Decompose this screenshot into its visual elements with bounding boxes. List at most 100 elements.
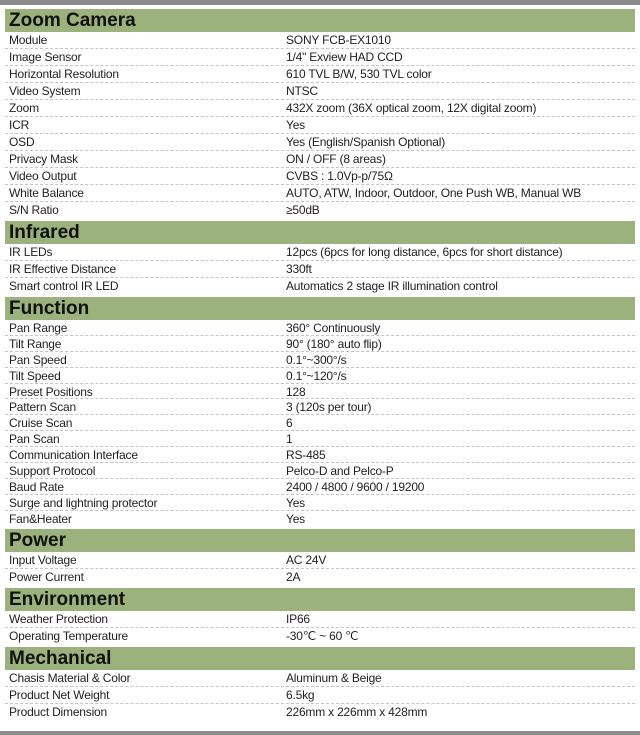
bottom-border — [0, 731, 640, 735]
spec-label: Communication Interface — [9, 448, 138, 463]
spec-value: 360° Continuously — [286, 321, 381, 335]
spec-row: Tilt Range 90° (180° auto flip) — [5, 336, 635, 352]
spec-value: ≥50dB — [286, 203, 320, 217]
spec-row: Horizontal Resolution 610 TVL B/W, 530 TV… — [5, 66, 635, 83]
spec-row: Product Dimension 226mm x 226mm x 428mm — [5, 704, 635, 721]
spec-value: 432X zoom (36X optical zoom, 12X digital… — [286, 101, 537, 115]
spec-row: Tilt Speed 0.1°~120°/s — [5, 368, 635, 384]
spec-label: Privacy Mask — [9, 152, 78, 166]
spec-row: ICR Yes — [5, 117, 635, 134]
spec-value: 12pcs (6pcs for long distance, 6pcs for … — [286, 245, 563, 259]
spec-value: 610 TVL B/W, 530 TVL color — [286, 67, 432, 81]
spec-value: ON / OFF (8 areas) — [286, 152, 386, 166]
spec-value: 128 — [286, 384, 306, 399]
spec-label: Product Net Weight — [9, 687, 110, 702]
section-mechanical: Mechanical Chasis Material & Color Aluminu… — [5, 646, 635, 721]
spec-value: SONY FCB-EX1010 — [286, 33, 391, 47]
section-header: Infrared — [5, 221, 635, 244]
top-border — [0, 0, 640, 5]
section-environment: Environment Weather Protection IP66 Operati… — [5, 587, 635, 645]
spec-row: IR Effective Distance 330ft — [5, 261, 635, 278]
spec-row: Video System NTSC — [5, 83, 635, 100]
spec-value: Yes — [286, 495, 305, 510]
section-power: Power Input Voltage AC 24V Power Current 2A — [5, 528, 635, 586]
spec-row: Preset Positions 128 — [5, 384, 635, 400]
spec-value: 2400 / 4800 / 9600 / 19200 — [286, 479, 425, 494]
spec-label: Weather Protection — [9, 611, 108, 626]
spec-value: Automatics 2 stage IR illumination contr… — [286, 279, 498, 293]
spec-value: RS-485 — [286, 448, 326, 463]
spec-row: Pan Scan 1 — [5, 431, 635, 448]
spec-row: Weather Protection IP66 — [5, 611, 635, 628]
spec-row: Privacy Mask ON / OFF (8 areas) — [5, 151, 635, 168]
spec-label: Pan Speed — [9, 352, 67, 367]
spec-value: 2A — [286, 569, 301, 584]
spec-label: Module — [9, 33, 48, 47]
spec-row: Product Net Weight 6.5kg — [5, 687, 635, 704]
spec-row: Pattern Scan 3 (120s per tour) — [5, 399, 635, 416]
section-header: Zoom Camera — [5, 9, 635, 32]
spec-row: Pan Range 360° Continuously — [5, 320, 635, 336]
spec-row: S/N Ratio ≥50dB — [5, 202, 635, 219]
spec-row: Baud Rate 2400 / 4800 / 9600 / 19200 — [5, 479, 635, 495]
section-header: Mechanical — [5, 646, 635, 670]
spec-row: Fan&Heater Yes — [5, 511, 635, 527]
spec-value: 3 (120s per tour) — [286, 400, 372, 415]
spec-value: Yes (English/Spanish Optional) — [286, 135, 445, 149]
spec-label: IR Effective Distance — [9, 262, 116, 276]
spec-label: Tilt Range — [9, 336, 62, 351]
spec-value: IP66 — [286, 611, 310, 626]
spec-label: Image Sensor — [9, 50, 82, 64]
spec-value: CVBS : 1.0Vp-p/75Ω — [286, 169, 393, 183]
spec-label: Tilt Speed — [9, 368, 61, 383]
spec-value: Yes — [286, 118, 305, 132]
spec-value: AUTO, ATW, Indoor, Outdoor, One Push WB,… — [286, 186, 582, 200]
spec-label: Input Voltage — [9, 552, 77, 567]
spec-row: Video Output CVBS : 1.0Vp-p/75Ω — [5, 168, 635, 185]
spec-label: Smart control IR LED — [9, 279, 119, 293]
spec-row: Operating Temperature -30℃ ~ 60 ℃ — [5, 628, 635, 645]
spec-row: Surge and lightning protector Yes — [5, 495, 635, 511]
spec-label: Surge and lightning protector — [9, 495, 158, 510]
spec-value: AC 24V — [286, 552, 327, 567]
section-function: Function Pan Range 360° Continuously Tilt R… — [5, 297, 635, 527]
spec-value: 330ft — [286, 262, 312, 276]
spec-row: IR LEDs 12pcs (6pcs for long distance, 6p… — [5, 244, 635, 261]
spec-label: Horizontal Resolution — [9, 67, 119, 81]
section-header: Power — [5, 528, 635, 552]
spec-label: Baud Rate — [9, 479, 64, 494]
spec-value: 0.1°~120°/s — [286, 368, 347, 383]
spec-value: NTSC — [286, 84, 318, 98]
spec-label: Power Current — [9, 569, 84, 584]
spec-label: Pan Range — [9, 321, 68, 335]
spec-label: Cruise Scan — [9, 416, 73, 431]
spec-label: Video Output — [9, 169, 77, 183]
spec-row: Cruise Scan 6 — [5, 415, 635, 432]
spec-row: White Balance AUTO, ATW, Indoor, Outdoor,… — [5, 185, 635, 202]
spec-value: -30℃ ~ 60 ℃ — [286, 628, 359, 643]
spec-label: Video System — [9, 84, 81, 98]
spec-row: Chasis Material & Color Aluminum & Beige — [5, 670, 635, 687]
section-header: Function — [5, 297, 635, 320]
spec-value: 0.1°~300°/s — [286, 352, 347, 367]
spec-row: OSD Yes (English/Spanish Optional) — [5, 134, 635, 151]
spec-value: Yes — [286, 511, 305, 526]
spec-label: Pan Scan — [9, 432, 60, 447]
spec-label: White Balance — [9, 186, 84, 200]
spec-value: 90° (180° auto flip) — [286, 336, 382, 351]
spec-row: Input Voltage AC 24V — [5, 552, 635, 569]
spec-value: Pelco-D and Pelco-P — [286, 464, 394, 479]
spec-label: ICR — [9, 118, 30, 132]
spec-value: 6.5kg — [286, 687, 315, 702]
spec-value: 1/4" Exview HAD CCD — [286, 50, 403, 64]
spec-label: OSD — [9, 135, 35, 149]
spec-value: 226mm x 226mm x 428mm — [286, 704, 428, 719]
spec-label: IR LEDs — [9, 245, 53, 259]
section-infrared: Infrared IR LEDs 12pcs (6pcs for long dist… — [5, 221, 635, 295]
spec-sheet: Zoom Camera Module SONY FCB-EX1010 Image Se… — [5, 9, 635, 723]
spec-label: Operating Temperature — [9, 628, 128, 643]
spec-label: Preset Positions — [9, 384, 93, 399]
spec-row: Support Protocol Pelco-D and Pelco-P — [5, 463, 635, 479]
spec-value: 1 — [286, 432, 293, 447]
spec-row: Zoom 432X zoom (36X optical zoom, 12X dig… — [5, 100, 635, 117]
